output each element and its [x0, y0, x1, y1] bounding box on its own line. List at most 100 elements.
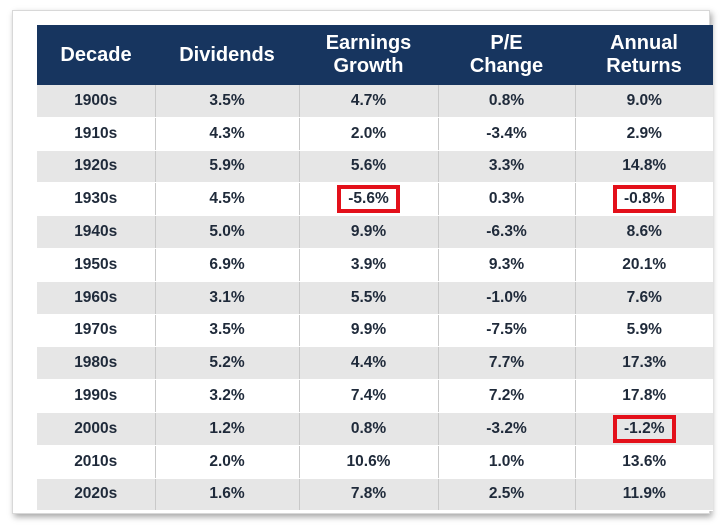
decade-cell: 1980s — [37, 346, 156, 381]
value-cell: 6.9% — [155, 248, 300, 282]
table-row: 1920s 5.9% 5.6% 3.3% 14.8% — [37, 150, 713, 184]
value-cell: 1.0% — [438, 445, 576, 479]
value-cell: 2.0% — [299, 117, 439, 151]
column-header: Earnings Growth — [299, 25, 438, 85]
value-cell: 7.7% — [438, 346, 576, 381]
column-header: Decade — [37, 25, 155, 85]
value-cell: 2.5% — [438, 478, 576, 512]
value-cell: 14.8% — [575, 150, 713, 184]
cell-text: 13.6% — [622, 452, 667, 470]
value-cell: -1.0% — [438, 281, 576, 315]
value-cell: 3.1% — [155, 281, 300, 315]
decade-cell: 2020s — [37, 478, 156, 512]
table-row: 2020s 1.6% 7.8% 2.5% 11.9% — [37, 478, 713, 512]
value-cell: 1.6% — [155, 478, 300, 512]
value-cell: 10.6% — [299, 445, 439, 479]
decade-cell: 1930s — [37, 182, 156, 217]
value-cell: 3.5% — [155, 85, 300, 118]
cell-text: -1.0% — [486, 288, 527, 306]
value-cell: 7.2% — [438, 379, 576, 413]
cell-text: 0.8% — [350, 419, 387, 437]
value-cell: 17.8% — [575, 379, 713, 413]
cell-text: 5.5% — [350, 288, 387, 306]
cell-text: 9.3% — [488, 255, 525, 273]
cell-text: 9.9% — [350, 321, 387, 339]
value-cell: 5.9% — [575, 314, 713, 348]
column-header: Annual Returns — [575, 25, 713, 85]
value-cell: 0.8% — [438, 85, 576, 118]
cell-text: 3.2% — [209, 387, 245, 405]
value-cell: 11.9% — [575, 478, 713, 512]
header-row: Decade Dividends Earnings Growth P/E Change An… — [37, 25, 713, 85]
cell-text: 2000s — [74, 419, 118, 437]
cell-text: 17.8% — [622, 387, 667, 405]
value-cell: 5.6% — [299, 150, 439, 184]
cell-text: -7.5% — [486, 321, 527, 339]
table-row: 1980s 5.2% 4.4% 7.7% 17.3% — [37, 346, 713, 381]
value-cell: 0.8% — [299, 412, 439, 446]
cell-text: 14.8% — [622, 157, 667, 175]
table-row: 1900s 3.5% 4.7% 0.8% 9.0% — [37, 85, 713, 118]
cell-text: 7.7% — [488, 354, 525, 372]
value-cell: 20.1% — [575, 248, 713, 282]
column-header: P/E Change — [438, 25, 575, 85]
value-cell: 5.5% — [299, 281, 439, 315]
value-cell: 1.2% — [155, 412, 300, 446]
cell-text: 3.5% — [209, 91, 245, 109]
highlighted-cell-text: -5.6% — [337, 185, 400, 214]
cell-text: 1920s — [74, 157, 118, 175]
cell-text: 7.2% — [488, 387, 525, 405]
cell-text: 3.5% — [209, 321, 245, 339]
cell-text: 2.9% — [626, 124, 662, 142]
decade-cell: 1910s — [37, 117, 156, 151]
value-cell: 4.7% — [299, 85, 439, 118]
value-cell: 0.3% — [438, 182, 576, 217]
decade-cell: 1990s — [37, 379, 156, 413]
highlighted-cell-text: -0.8% — [613, 185, 676, 214]
table-row: 1940s 5.0% 9.9% -6.3% 8.6% — [37, 215, 713, 249]
cell-text: 5.9% — [209, 157, 245, 175]
decade-cell: 1940s — [37, 215, 156, 249]
cell-text: 2010s — [74, 452, 118, 470]
cell-text: 1950s — [74, 255, 118, 273]
decade-cell: 1970s — [37, 314, 156, 348]
table-frame: Decade Dividends Earnings Growth P/E Change An… — [12, 10, 713, 514]
value-cell: 9.3% — [438, 248, 576, 282]
cell-text: 1930s — [74, 190, 118, 208]
cell-text: 3.3% — [488, 157, 525, 175]
cell-text: 2020s — [74, 485, 118, 503]
returns-table: Decade Dividends Earnings Growth P/E Change An… — [37, 25, 713, 512]
value-cell: 2.9% — [575, 117, 713, 151]
cell-text: 1960s — [74, 288, 118, 306]
value-cell: -3.2% — [438, 412, 576, 446]
value-cell: 5.2% — [155, 346, 300, 381]
value-cell: 9.9% — [299, 314, 439, 348]
decade-cell: 1920s — [37, 150, 156, 184]
value-cell: 3.2% — [155, 379, 300, 413]
value-cell: 4.4% — [299, 346, 439, 381]
cell-text: 7.6% — [626, 288, 662, 306]
value-cell: 2.0% — [155, 445, 300, 479]
cell-text: 7.4% — [350, 387, 387, 405]
value-cell: 7.4% — [299, 379, 439, 413]
decade-cell: 2000s — [37, 412, 156, 446]
value-cell: -3.4% — [438, 117, 576, 151]
cell-text: 4.4% — [350, 354, 387, 372]
cell-text: 5.0% — [209, 223, 245, 241]
cell-text: 1980s — [74, 354, 118, 372]
value-cell: 9.0% — [575, 85, 713, 118]
cell-text: 5.9% — [626, 321, 662, 339]
cell-text: 11.9% — [622, 485, 666, 503]
cell-text: 8.6% — [626, 223, 662, 241]
value-cell: 7.8% — [299, 478, 439, 512]
cell-text: 4.7% — [350, 91, 387, 109]
cell-text: 9.0% — [626, 91, 662, 109]
value-cell: 5.0% — [155, 215, 300, 249]
cell-text: 0.3% — [488, 190, 525, 208]
cell-text: 2.5% — [488, 485, 525, 503]
cell-text: 5.2% — [209, 354, 245, 372]
decade-cell: 2010s — [37, 445, 156, 479]
value-cell: 4.3% — [155, 117, 300, 151]
value-cell: 3.9% — [299, 248, 439, 282]
cell-text: 1.6% — [209, 485, 245, 503]
